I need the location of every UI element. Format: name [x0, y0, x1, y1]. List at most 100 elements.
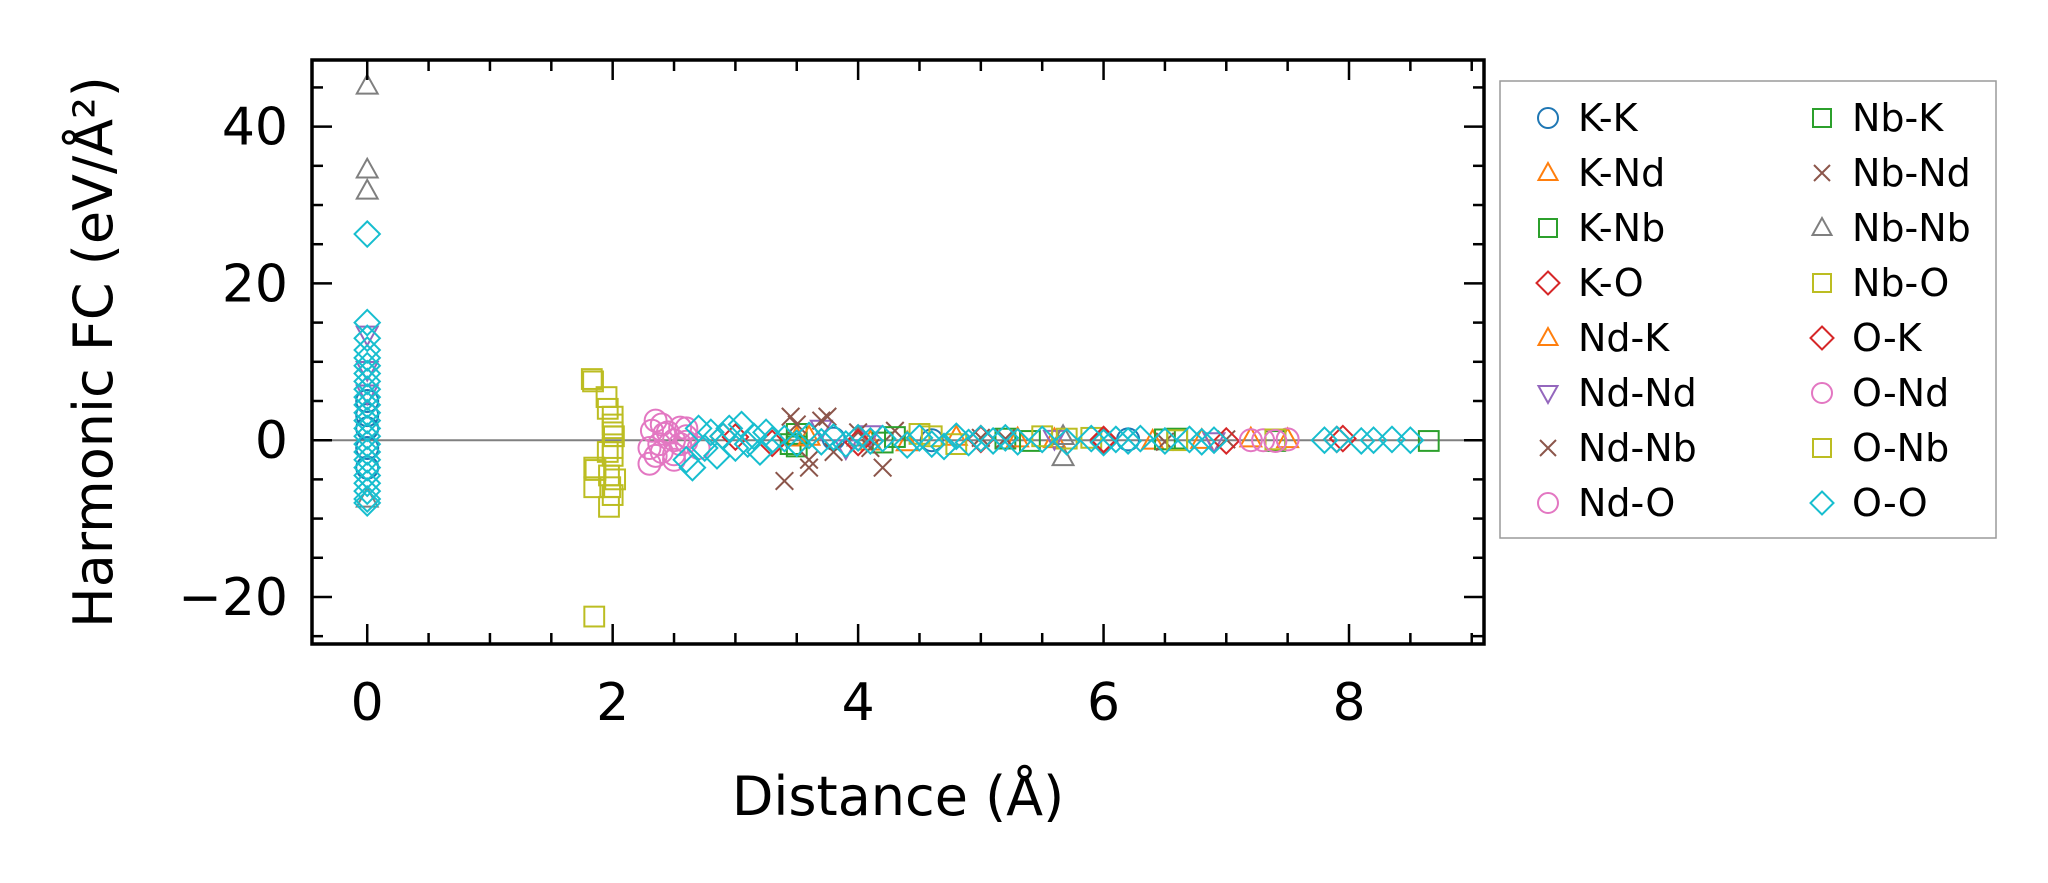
data-point [599, 476, 622, 499]
data-point [733, 430, 762, 459]
data-point [353, 219, 382, 249]
legend-label: Nb-O [1852, 261, 1949, 305]
data-point [355, 436, 380, 461]
legend-label: O-Nd [1852, 371, 1949, 415]
x-axis-title: Distance (Å) [732, 764, 1064, 828]
data-point [1322, 425, 1351, 454]
data-point [583, 605, 606, 628]
data-point [639, 418, 664, 443]
legend-marker [1537, 107, 1559, 129]
legend-marker [1539, 439, 1557, 457]
tick-labels: 0 2 4 6 8 −20 0 20 40 [178, 98, 1365, 733]
legend-label: Nd-Nd [1578, 371, 1697, 415]
data-point [1251, 428, 1276, 453]
data-point [353, 367, 382, 396]
legend-label: K-Nb [1578, 206, 1665, 250]
data-point [1275, 426, 1300, 449]
x-tick-label: 4 [842, 673, 875, 733]
plot-frame [310, 58, 1486, 646]
data-point [1263, 428, 1288, 453]
data-point [1101, 425, 1130, 454]
data-point [1114, 426, 1143, 456]
data-point [994, 427, 1017, 450]
data-point [1089, 428, 1118, 457]
legend-marker [1537, 492, 1559, 514]
data-point [833, 439, 858, 462]
legend-item-o-k: O-K [1809, 316, 1923, 360]
axis-ticks [312, 60, 1484, 644]
data-point [817, 407, 837, 427]
data-point [868, 424, 897, 453]
data-point [919, 428, 944, 453]
data-point [602, 425, 625, 448]
data-point [1089, 425, 1118, 454]
data-point [1347, 426, 1376, 456]
data-point [917, 430, 946, 459]
data-point [580, 368, 603, 390]
data-point [355, 156, 380, 179]
data-point [353, 453, 382, 482]
legend-label: Nd-K [1578, 316, 1670, 360]
data-point [945, 433, 968, 456]
legend-item-nd-k: Nd-K [1536, 316, 1670, 360]
legend-item-nb-nb: Nb-Nb [1810, 206, 1971, 250]
data-point [582, 370, 604, 393]
data-point [596, 441, 619, 463]
data-point [1019, 430, 1041, 452]
data-point [860, 438, 880, 458]
data-point [1201, 432, 1227, 455]
data-point [811, 411, 831, 431]
y-tick-label: −20 [178, 568, 288, 628]
data-point [782, 429, 811, 458]
data-point [668, 415, 693, 440]
x-tick-label: 8 [1332, 673, 1365, 733]
legend-label: Nb-Nd [1852, 151, 1971, 195]
data-point [774, 471, 794, 491]
data-point [799, 458, 819, 478]
data-point [819, 422, 848, 452]
legend-marker [1812, 438, 1832, 458]
data-point [1212, 426, 1241, 456]
data-point [1238, 425, 1263, 448]
data-point [353, 324, 382, 353]
data-point [643, 443, 668, 468]
data-point [844, 428, 873, 457]
legend-marker [1812, 108, 1832, 128]
data-point [353, 351, 382, 380]
legend-label: Nd-Nb [1578, 426, 1697, 470]
data-point [672, 445, 701, 474]
data-point [353, 406, 382, 435]
data-point [353, 469, 382, 498]
data-point [652, 421, 677, 446]
data-point [662, 447, 687, 472]
data-point [873, 458, 893, 478]
data-point [637, 436, 662, 461]
data-point [584, 459, 607, 481]
data-point [1238, 428, 1263, 453]
data-point [1166, 429, 1189, 452]
legend: K-K K-Nd K-Nb K-O Nd-K Nd-Nd Nd-Nb Nd-O Nb-K Nb-N… [1499, 80, 1997, 539]
legend-label: Nb-Nb [1852, 206, 1971, 250]
y-tick-label: 20 [222, 254, 288, 314]
legend-item-k-nb: K-Nb [1538, 206, 1665, 250]
data-point [353, 461, 382, 490]
y-axis-title: Harmonic FC (eV/Å²) [61, 76, 125, 628]
legend-marker [1809, 490, 1835, 516]
legend-item-k-k: K-K [1537, 96, 1639, 140]
legend-item-nb-o: Nb-O [1812, 261, 1949, 305]
data-point [1377, 425, 1407, 454]
data-point [721, 433, 750, 463]
legend-label: Nd-O [1578, 481, 1675, 525]
legend-item-o-nd: O-Nd [1811, 371, 1949, 415]
data-point [905, 423, 934, 452]
data-point [1028, 425, 1057, 454]
data-point [942, 422, 971, 451]
legend-marker [1536, 385, 1560, 406]
legend-marker [1811, 382, 1833, 404]
x-tick-label: 6 [1087, 673, 1120, 733]
data-point [1080, 426, 1103, 449]
legend-item-k-nd: K-Nd [1536, 151, 1665, 195]
x-tick-label: 0 [351, 673, 384, 733]
data-point [1050, 444, 1076, 467]
legend-label: K-K [1578, 96, 1639, 140]
